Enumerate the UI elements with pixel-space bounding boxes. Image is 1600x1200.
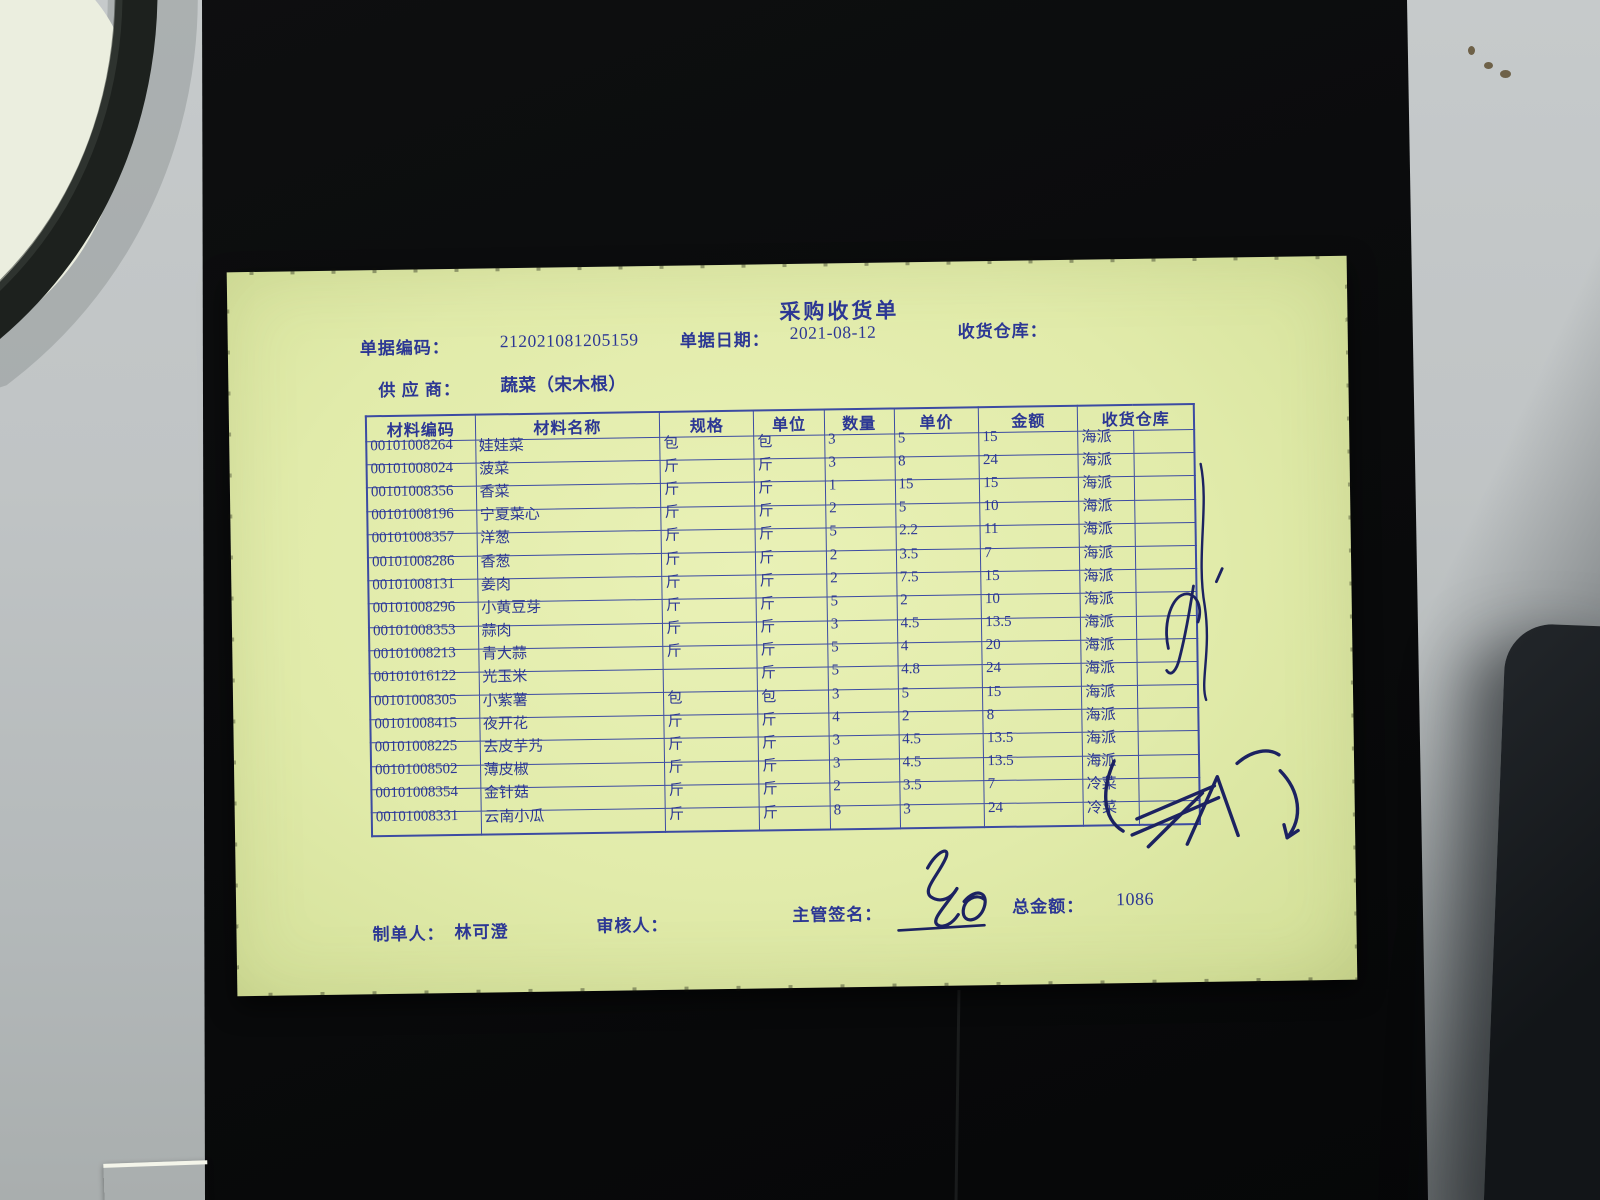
pen-line-table-right-edge bbox=[1199, 462, 1209, 702]
table-cell bbox=[1134, 522, 1196, 547]
table-cell bbox=[1135, 568, 1197, 593]
table-cell: 冷菜 bbox=[1083, 800, 1140, 826]
signer-label: 主管签名： bbox=[792, 904, 883, 926]
total-label: 总金额： bbox=[1012, 896, 1085, 917]
table-cell: 4.8 bbox=[897, 662, 983, 689]
table-cell bbox=[1134, 475, 1196, 500]
table-cell: 4.5 bbox=[896, 615, 983, 643]
table-cell: 24 bbox=[984, 799, 1084, 828]
desk-speck bbox=[1468, 46, 1475, 55]
maker-label: 制单人： bbox=[372, 924, 445, 945]
table-cell: 云南小瓜 bbox=[480, 808, 666, 835]
table-cell bbox=[1135, 545, 1197, 570]
table-cell: 15 bbox=[982, 684, 1083, 711]
table-cell bbox=[1133, 429, 1195, 454]
table-cell: 7.5 bbox=[896, 569, 982, 597]
reviewer-label: 审核人： bbox=[596, 915, 669, 936]
items-table: 材料编码 材料名称 规格 单位 数量 单价 金额 收货仓库 00101008264 娃娃菜包包 3… bbox=[364, 403, 1201, 838]
table-cell: 11 bbox=[980, 521, 1080, 549]
table-cell bbox=[1137, 684, 1199, 709]
table-cell: 斤 bbox=[759, 805, 831, 831]
table-cell bbox=[1136, 614, 1198, 640]
table-cell: 13.5 bbox=[983, 753, 1084, 781]
table-cell: 15 bbox=[894, 476, 981, 504]
signature-underline bbox=[897, 923, 986, 932]
supervisor-signature-scribble bbox=[926, 849, 987, 928]
table-cell bbox=[1137, 707, 1199, 732]
table-cell bbox=[1138, 777, 1200, 802]
doc-no-label: 单据编码： bbox=[359, 338, 450, 359]
receipt-paper: 采购收货单 单据编码： 212021081205159 单据日期： 2021-0… bbox=[224, 253, 1360, 999]
table-cell bbox=[1137, 730, 1199, 756]
column-header: 单价 bbox=[893, 407, 980, 434]
table-cell bbox=[1133, 452, 1195, 477]
maker-value: 林可澄 bbox=[454, 922, 509, 943]
table-cell bbox=[1136, 661, 1198, 686]
table-cell: 3.5 bbox=[899, 778, 985, 805]
doc-date-label: 单据日期： bbox=[679, 330, 770, 351]
table-cell: 3 bbox=[899, 801, 985, 829]
table-cell: 5 bbox=[897, 685, 984, 713]
desk-speck bbox=[1500, 70, 1511, 78]
supplier-value: 蔬菜（宋木根） bbox=[500, 373, 627, 396]
total-value: 1086 bbox=[1115, 888, 1155, 910]
warehouse-label: 收货仓库： bbox=[957, 321, 1048, 342]
table-cell bbox=[1138, 800, 1200, 826]
doc-no-value: 212021081205159 bbox=[499, 329, 639, 352]
table-cell: 00101008331 bbox=[371, 808, 482, 837]
desk-speck bbox=[1484, 62, 1493, 69]
supplier-label: 供 应 商： bbox=[378, 379, 462, 401]
paper-stack-bottom-left bbox=[103, 1160, 209, 1200]
table-cell: 5 bbox=[894, 430, 980, 458]
table-cell bbox=[1134, 499, 1196, 524]
table-body: 00101008264 娃娃菜包包 3 5 15 海派 00101008024 菠菜斤斤 3 8 2… bbox=[366, 429, 1200, 837]
table-cell bbox=[1135, 591, 1197, 616]
table-row: 00101008331 云南小瓜斤斤 8 3 24 冷菜 bbox=[371, 799, 1200, 837]
doc-date-value: 2021-08-12 bbox=[789, 321, 877, 344]
table-cell bbox=[1138, 754, 1200, 779]
table-cell: 斤 bbox=[663, 644, 758, 670]
table-cell bbox=[1136, 638, 1198, 663]
table-cell: 8 bbox=[830, 802, 901, 830]
table-cell: 斤 bbox=[665, 806, 760, 833]
